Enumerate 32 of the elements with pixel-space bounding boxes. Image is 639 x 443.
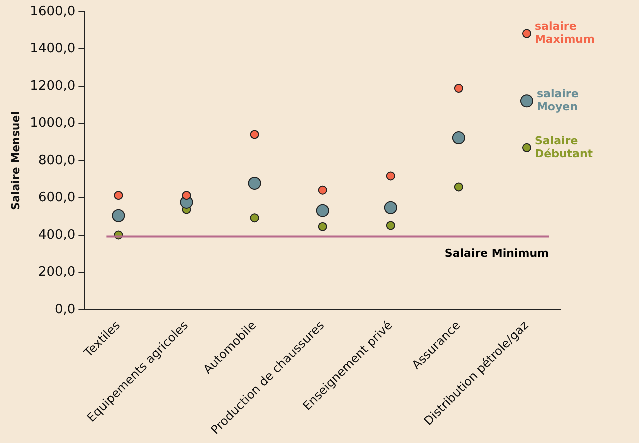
point — [250, 214, 260, 223]
point — [114, 191, 124, 200]
y-tick-label: 1400,0 — [30, 42, 76, 57]
point — [454, 84, 464, 94]
ref-line-label: Salaire Minimum — [444, 247, 549, 260]
series-label: Salaire Débutant — [534, 134, 594, 160]
point — [248, 176, 262, 190]
point — [522, 143, 532, 152]
y-tick-label: 1200,0 — [30, 78, 76, 94]
y-tick-label: 1600,0 — [30, 4, 76, 20]
y-tick-label: 800,0 — [38, 153, 76, 168]
series-label: salaire Maximum — [534, 20, 595, 46]
y-tick-label: 0,0 — [55, 302, 76, 318]
point — [182, 191, 192, 200]
point — [454, 182, 464, 192]
point — [452, 132, 466, 145]
point — [318, 222, 328, 232]
point — [384, 201, 398, 214]
point — [318, 186, 328, 195]
series-label: salaire Moyen — [536, 88, 579, 114]
y-tick-label: 1000,0 — [30, 116, 76, 132]
point — [386, 221, 396, 230]
point — [386, 172, 396, 181]
y-tick-label: 200,0 — [38, 265, 76, 280]
point — [250, 130, 260, 140]
point — [522, 29, 532, 38]
point — [316, 204, 330, 218]
point — [520, 94, 534, 108]
y-axis-title: Salaire Mensuel — [9, 112, 22, 210]
point — [112, 209, 126, 222]
y-tick-label: 400,0 — [38, 228, 76, 243]
y-tick-label: 600,0 — [38, 190, 76, 206]
